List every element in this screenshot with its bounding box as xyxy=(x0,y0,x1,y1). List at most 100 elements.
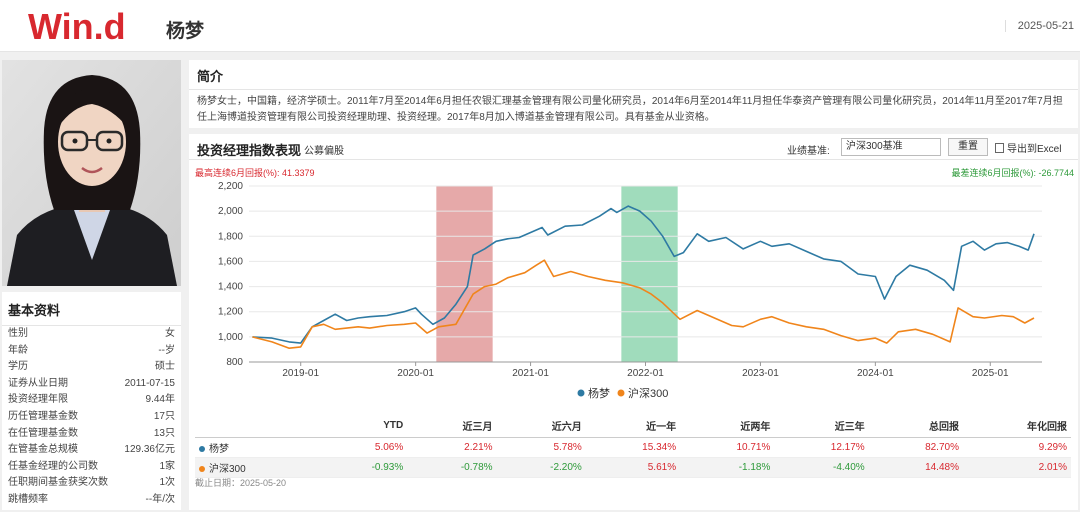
index-line-chart[interactable]: 800 1,000 1,200 1,400 1,600 1,800 2,000 2,200 20… xyxy=(189,174,1078,414)
info-label: 在管基金总规模 xyxy=(8,444,78,456)
info-label: 证券从业日期 xyxy=(8,377,68,389)
column-header: 近三月 xyxy=(407,414,497,438)
intro-panel: 简介 杨梦女士，中国籍，经济学硕士。2011年7月至2014年6月担任农银汇理基… xyxy=(189,60,1078,128)
x-tick-label: 2021-01 xyxy=(512,368,549,379)
info-label: 任职期间基金获奖次数 xyxy=(8,477,108,489)
export-icon xyxy=(995,143,1004,153)
y-tick-label: 1,000 xyxy=(218,332,243,343)
info-label: 投资经理年限 xyxy=(8,394,68,406)
intro-text: 杨梦女士，中国籍，经济学硕士。2011年7月至2014年6月担任农银汇理基金管理… xyxy=(197,96,1063,123)
chart-subtitle[interactable]: 公募偏股 xyxy=(304,146,344,157)
table-cell: 5.61% xyxy=(585,457,681,478)
info-value: 17只 xyxy=(153,410,175,422)
column-header xyxy=(195,414,318,438)
info-row: 任职期间基金获奖次数 1次 xyxy=(2,475,181,492)
table-cell: 2.21% xyxy=(407,437,497,458)
basic-info-title: 基本资料 xyxy=(2,292,181,326)
chart-toolbar: 投资经理指数表现 公募偏股 业绩基准: 沪深300基准 重置 导出到Excel xyxy=(189,134,1078,160)
column-header: 近两年 xyxy=(680,414,775,438)
manager-name: 杨梦 xyxy=(166,21,205,42)
series-line xyxy=(252,205,1035,344)
info-row: 任基金经理的公司数 1家 xyxy=(2,459,181,476)
wind-logo: Win.d xyxy=(28,6,126,47)
worst-6m-return: 最差连续6月回报(%): -26.7744 xyxy=(951,168,1074,178)
column-header: YTD xyxy=(318,414,408,438)
info-value: 9.44年 xyxy=(145,394,175,406)
info-label: 跳槽频率 xyxy=(8,493,48,505)
table-cell: 14.48% xyxy=(868,457,963,478)
row-name-label: 杨梦 xyxy=(209,444,229,455)
info-row: 在管基金总规模 129.36亿元 xyxy=(2,442,181,459)
benchmark-input[interactable]: 沪深300基准 xyxy=(841,138,941,156)
row-name: 杨梦 xyxy=(195,437,318,458)
x-tick-label: 2022-01 xyxy=(627,368,664,379)
x-tick-label: 2019-01 xyxy=(282,368,319,379)
table-cell: 15.34% xyxy=(585,437,681,458)
info-label: 学历 xyxy=(8,361,28,373)
info-row: 在任管理基金数 13只 xyxy=(2,426,181,443)
manager-photo xyxy=(2,60,181,286)
info-value: --年/次 xyxy=(145,493,175,505)
y-tick-label: 1,800 xyxy=(218,231,243,242)
intro-title: 简介 xyxy=(189,60,1078,90)
x-tick-label: 2025-01 xyxy=(972,368,1009,379)
cutoff-date-note: 截止日期：2025-05-20 xyxy=(195,478,287,488)
series-dot-icon xyxy=(199,466,205,472)
row-name: 沪深300 xyxy=(195,457,318,478)
info-row: 跳槽频率 --年/次 xyxy=(2,492,181,509)
info-value: --岁 xyxy=(158,344,175,356)
index-performance-panel: 投资经理指数表现 公募偏股 业绩基准: 沪深300基准 重置 导出到Excel … xyxy=(189,134,1078,510)
y-tick-label: 1,600 xyxy=(218,256,243,267)
shaded-period xyxy=(621,186,678,362)
info-row: 性别 女 xyxy=(2,326,181,343)
table-cell: -0.78% xyxy=(407,457,497,478)
y-tick-label: 800 xyxy=(226,357,243,368)
benchmark-label: 业绩基准: xyxy=(787,146,830,157)
info-value: 女 xyxy=(165,328,175,339)
table-cell: 2.01% xyxy=(962,457,1071,478)
column-header: 年化回报 xyxy=(962,414,1071,438)
export-label: 导出到Excel xyxy=(1007,144,1062,155)
table-cell: 10.71% xyxy=(680,437,775,458)
table-cell: 5.78% xyxy=(496,437,586,458)
column-header: 近三年 xyxy=(774,414,869,438)
table-cell: -4.40% xyxy=(774,457,869,478)
legend-marker xyxy=(577,389,585,397)
header-bar: Win.d 杨梦 2025-05-21 xyxy=(0,0,1080,52)
table-cell: -1.18% xyxy=(680,457,775,478)
info-value: 129.36亿元 xyxy=(124,444,175,456)
y-tick-label: 2,000 xyxy=(218,206,243,217)
info-value: 1家 xyxy=(159,460,175,472)
info-value: 硕士 xyxy=(155,361,175,373)
table-row: 沪深300 -0.93% -0.78% -2.20% 5.61% -1.18% -4.40%… xyxy=(195,457,1071,478)
column-header: 近一年 xyxy=(585,414,681,438)
basic-info-panel: 基本资料 性别 女年龄 --岁 学历 硕士证券从业日期 2011-07-15 投资经理年限 9… xyxy=(2,292,181,510)
legend-marker xyxy=(617,389,625,397)
export-excel-button[interactable]: 导出到Excel xyxy=(995,140,1061,155)
table-cell: 5.06% xyxy=(318,437,408,458)
performance-table: YTD 近三月 近六月 近一年 近两年 近三年 总回报 年化回报 杨梦 5.06% 2.21% 5.… xyxy=(195,414,1071,478)
series-dot-icon xyxy=(199,446,205,452)
info-label: 任基金经理的公司数 xyxy=(8,460,98,472)
x-tick-label: 2024-01 xyxy=(857,368,894,379)
header-date: 2025-05-21 xyxy=(1004,20,1074,32)
table-cell: 82.70% xyxy=(868,437,963,458)
table-cell: 9.29% xyxy=(962,437,1071,458)
info-value: 13只 xyxy=(153,427,175,439)
info-value: 1次 xyxy=(159,477,175,489)
series-line xyxy=(252,259,1035,349)
info-row: 证券从业日期 2011-07-15 xyxy=(2,376,181,393)
info-row: 投资经理年限 9.44年 xyxy=(2,392,181,409)
x-tick-label: 2020-01 xyxy=(397,368,434,379)
shaded-period xyxy=(436,186,493,362)
table-row: 杨梦 5.06% 2.21% 5.78% 15.34% 10.71% 12.17% 82.70… xyxy=(195,437,1071,458)
chart-title: 投资经理指数表现 xyxy=(197,143,302,158)
best-6m-return: 最高连续6月回报(%): 41.3379 xyxy=(195,168,315,178)
y-tick-label: 1,200 xyxy=(218,307,243,318)
x-tick-label: 2023-01 xyxy=(742,368,779,379)
row-name-label: 沪深300 xyxy=(209,464,246,475)
info-row: 年龄 --岁 xyxy=(2,343,181,360)
legend-label: 沪深300 xyxy=(628,386,668,400)
info-value: 2011-07-15 xyxy=(124,377,175,389)
reset-button[interactable]: 重置 xyxy=(948,138,988,156)
